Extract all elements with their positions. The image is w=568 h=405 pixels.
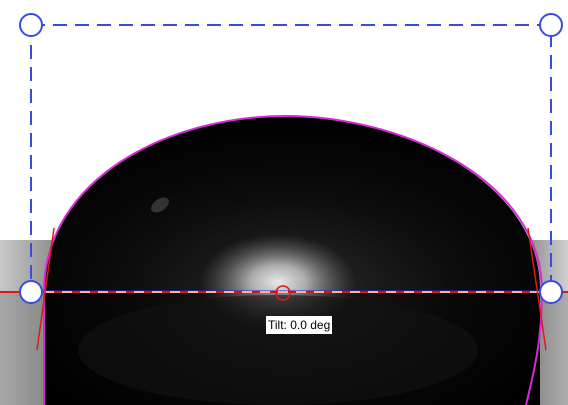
- right-tangent-line: [527, 227, 547, 351]
- circle-handle-icon[interactable]: [19, 13, 43, 37]
- corner-handle-top-left[interactable]: [19, 13, 43, 37]
- droplet: [44, 116, 540, 405]
- baseline[interactable]: [0, 290, 568, 293]
- circle-handle-icon[interactable]: [539, 280, 563, 304]
- circle-handle-icon[interactable]: [19, 280, 43, 304]
- baseline-handle-left[interactable]: [19, 280, 43, 304]
- circle-marker-icon[interactable]: [275, 285, 291, 301]
- circle-handle-icon[interactable]: [539, 13, 563, 37]
- baseline-handle-right[interactable]: [539, 280, 563, 304]
- baseline-center-marker[interactable]: [275, 285, 291, 301]
- tilt-readout-label: Tilt: 0.0 deg: [266, 316, 333, 334]
- left-tangent-line: [36, 227, 55, 351]
- corner-handle-top-right[interactable]: [539, 13, 563, 37]
